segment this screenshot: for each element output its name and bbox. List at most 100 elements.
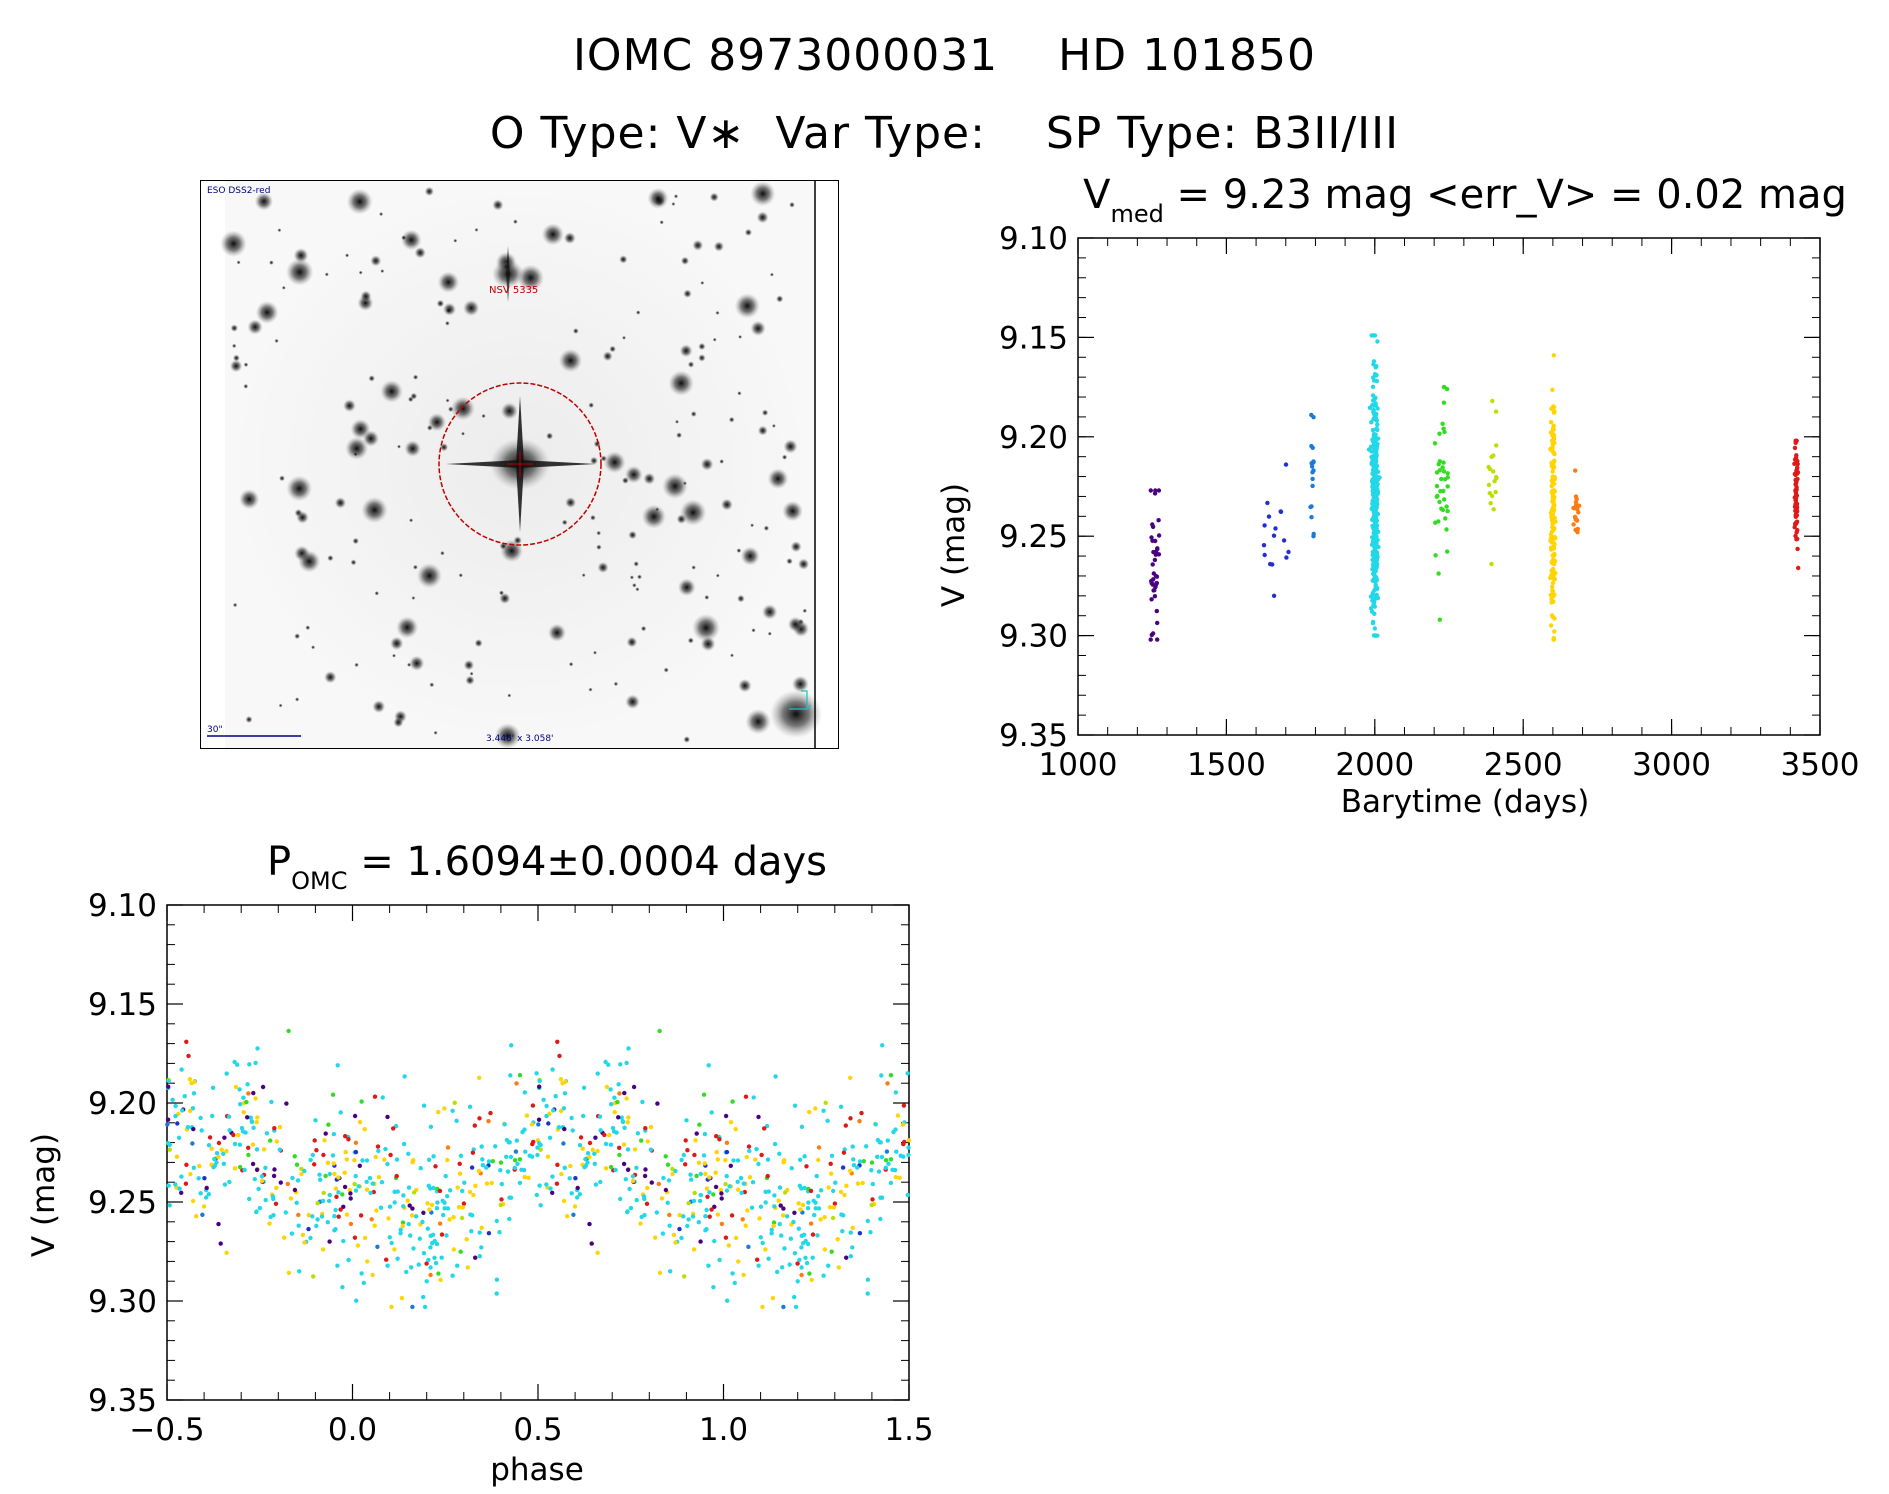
phased-point	[458, 1249, 463, 1254]
field-star	[797, 558, 810, 570]
phased-point	[241, 1110, 246, 1115]
phased-point	[336, 1190, 341, 1195]
phased-point	[165, 1122, 170, 1127]
field-star	[588, 402, 595, 409]
phased-point	[804, 1260, 810, 1266]
lightcurve-point	[1148, 637, 1153, 642]
field-star	[481, 413, 486, 419]
phased-point	[365, 1259, 370, 1264]
lightcurve-point	[1155, 620, 1160, 626]
spike-top-star	[506, 246, 510, 302]
phased-point	[254, 1147, 260, 1152]
phased-point	[622, 1090, 627, 1096]
phased-point	[512, 1165, 517, 1170]
phased-point	[523, 1149, 528, 1154]
phased-point	[777, 1221, 782, 1227]
field-star	[507, 693, 512, 698]
lightcurve-point	[1793, 498, 1798, 503]
phased-point	[346, 1137, 351, 1142]
field-star	[673, 194, 679, 199]
field-star	[762, 604, 778, 620]
phased-point	[206, 1192, 211, 1197]
lightcurve-point	[1373, 443, 1378, 448]
field-star	[361, 496, 388, 524]
field-star	[254, 192, 274, 211]
phased-point	[813, 1206, 818, 1211]
phased-point	[577, 1192, 582, 1197]
lightcurve-point	[1372, 611, 1377, 616]
field-star	[683, 289, 692, 298]
lightcurve-point	[1437, 468, 1442, 473]
field-star	[463, 299, 480, 317]
phased-point	[436, 1271, 441, 1276]
phased-point	[689, 1177, 694, 1182]
survey-label: ESO DSS2-red	[207, 186, 270, 196]
phased-point	[900, 1122, 906, 1127]
phased-point	[268, 1214, 273, 1220]
field-star	[671, 202, 676, 206]
phased-point	[851, 1157, 856, 1162]
phased-point	[428, 1265, 433, 1270]
phased-point	[730, 1271, 735, 1276]
phased-point	[400, 1220, 406, 1225]
phased-point	[232, 1166, 238, 1171]
field-star	[641, 504, 666, 529]
phased-point	[270, 1194, 276, 1199]
compass-icon	[789, 690, 812, 711]
phased-point	[259, 1174, 265, 1179]
phased-point	[378, 1205, 384, 1210]
phased-point	[838, 1104, 844, 1109]
field-star	[698, 354, 706, 362]
phased-point	[643, 1167, 648, 1172]
field-star	[698, 342, 706, 351]
lightcurve-point	[1488, 501, 1493, 506]
field-star	[558, 348, 583, 373]
x-tick-label: 3000	[1632, 747, 1711, 783]
lightcurve-point	[1793, 472, 1798, 478]
phased-point	[236, 1132, 241, 1138]
phased-point	[878, 1216, 883, 1222]
phased-point	[389, 1240, 394, 1246]
phased-point	[781, 1160, 786, 1165]
phased-point	[480, 1163, 486, 1168]
phased-point	[873, 1122, 878, 1127]
phased-point	[346, 1257, 351, 1263]
phased-point	[639, 1138, 644, 1143]
field-star	[621, 477, 629, 484]
phased-point	[698, 1171, 703, 1177]
phased-points	[165, 1028, 912, 1310]
lightcurve-point	[1548, 592, 1553, 598]
lightcurve-point	[1549, 529, 1555, 534]
phased-point	[445, 1157, 450, 1163]
phased-point	[410, 1160, 415, 1165]
phased-point	[216, 1154, 221, 1160]
phased-point	[283, 1210, 288, 1215]
phased-point	[274, 1185, 279, 1191]
phased-point	[840, 1229, 845, 1234]
phased-point	[561, 1141, 566, 1146]
phased-point	[575, 1185, 580, 1191]
phased-point	[776, 1198, 781, 1203]
phased-point	[758, 1204, 764, 1209]
phased-point	[253, 1060, 258, 1066]
lightcurve-point	[1440, 507, 1446, 513]
lightcurve-point	[1550, 584, 1555, 589]
phased-point	[659, 1196, 665, 1201]
phased-point	[654, 1210, 659, 1215]
field-stars	[220, 181, 810, 748]
phased-point	[267, 1221, 272, 1226]
phased-xlabel: phase	[490, 1452, 584, 1488]
field-star	[668, 370, 694, 396]
phased-point	[437, 1221, 443, 1226]
phased-point	[340, 1285, 345, 1290]
lightcurve-point	[1490, 398, 1495, 404]
phased-point	[296, 1212, 301, 1218]
phased-point	[484, 1165, 489, 1170]
phased-point	[282, 1235, 287, 1240]
lightcurve-point	[1491, 507, 1496, 512]
phased-point	[797, 1257, 802, 1263]
lightcurve-point	[1550, 426, 1556, 431]
phased-point	[848, 1230, 853, 1235]
phased-point	[405, 1198, 410, 1203]
phased-point	[538, 1147, 543, 1152]
